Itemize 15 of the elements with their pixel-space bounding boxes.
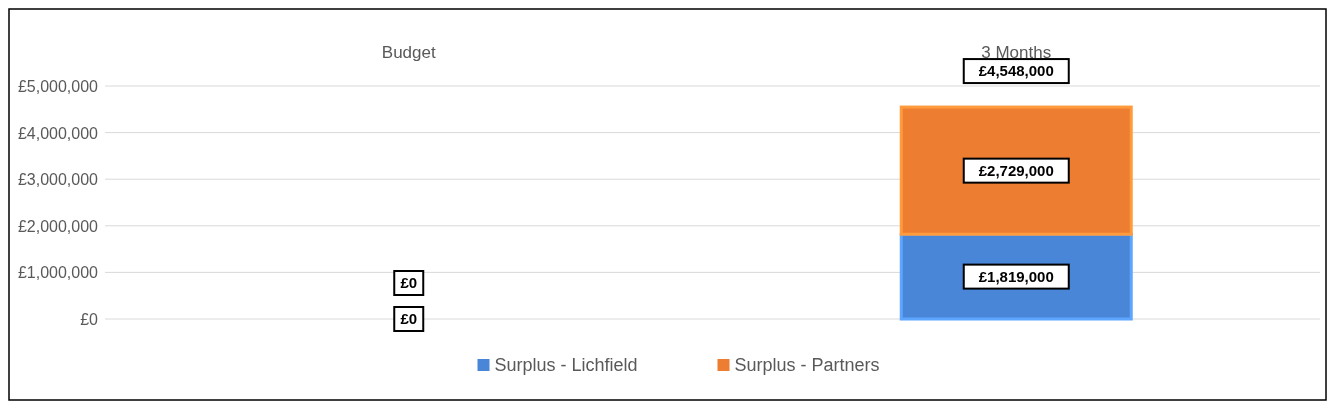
legend-label: Surplus - Partners <box>734 355 880 375</box>
data-label: £0 <box>400 274 418 291</box>
y-tick-label: £5,000,000 <box>17 78 99 95</box>
y-tick-label: £1,000,000 <box>17 264 99 282</box>
y-tick-label: £3,000,000 <box>17 171 99 189</box>
total-label: £4,548,000 <box>978 62 1054 80</box>
data-label: £1,819,000 <box>978 267 1054 285</box>
y-tick-label: £4,000,000 <box>17 124 99 142</box>
y-tick-label: £2,000,000 <box>17 217 99 235</box>
y-tick-label: £0 <box>80 311 99 328</box>
x-tick-label: 3 Months <box>981 43 1052 62</box>
x-tick-label: Budget <box>381 43 436 62</box>
legend-label: Surplus - Lichfield <box>494 355 638 375</box>
data-label: £0 <box>400 310 418 327</box>
data-label: £2,729,000 <box>978 161 1054 179</box>
